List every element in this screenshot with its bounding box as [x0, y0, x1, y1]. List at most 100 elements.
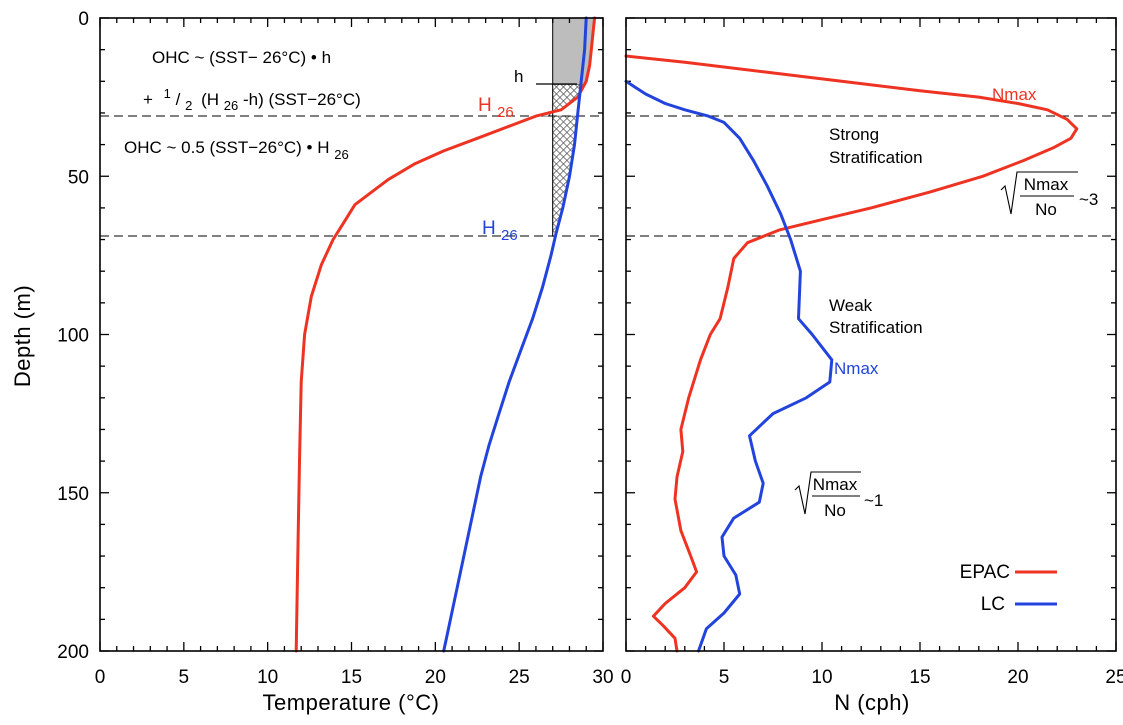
- hatch-line: [535, 84, 585, 237]
- hatch-line: [673, 84, 825, 236]
- hatch-line: [535, 84, 585, 237]
- left-x-tick-labels: 0 5 10 15 20 25 30: [95, 667, 614, 688]
- right-plot-frame: [625, 17, 1117, 652]
- hatch-line: [567, 84, 585, 237]
- hatch-line: [553, 84, 585, 237]
- hatch-line: [645, 84, 797, 236]
- ratio-strong-den: No: [1035, 200, 1057, 219]
- ohc-formula-2: + 1 / 2 (H 26 -h) (SST−26°C): [143, 83, 361, 114]
- x-tick-label: 15: [909, 667, 930, 688]
- ratio-weak: Nmax No ~1: [794, 471, 883, 520]
- ratio-weak-num: Nmax: [813, 475, 858, 494]
- formula2-numerator: 1: [164, 86, 171, 101]
- hatch-line: [560, 84, 585, 237]
- hatch-line: [581, 84, 585, 237]
- hatch-line: [574, 84, 585, 237]
- hatch-line: [535, 84, 585, 237]
- x-tick-label: 5: [179, 667, 190, 688]
- hatch-line: [694, 84, 846, 236]
- series-line-lc: [624, 79, 834, 653]
- hatch-line: [581, 84, 585, 237]
- hatch-line: [535, 84, 546, 237]
- right-x-tick-labels: 0 5 10 15 20 25: [621, 667, 1123, 688]
- ratio-weak-value: ~1: [864, 491, 883, 510]
- weak-label-2: Stratification: [829, 318, 923, 337]
- hatch-line: [589, 84, 741, 236]
- hatch-line: [631, 84, 783, 236]
- hatch-line: [535, 84, 539, 237]
- stratification-panel: 0 5 10 15 20 25 N (cph) Nmax Nmax Strong Stra…: [621, 17, 1123, 715]
- h26-blue-sub: 26: [501, 227, 518, 244]
- y-axis-title: Depth (m): [10, 285, 35, 387]
- x-tick-label: 20: [1007, 667, 1028, 688]
- h26-red-sub: 26: [497, 104, 514, 121]
- hatch-line: [535, 84, 581, 237]
- weak-label-1: Weak: [829, 296, 873, 315]
- hatch-line: [553, 84, 585, 237]
- y-tick-label: 100: [57, 326, 89, 347]
- x-tick-label: 10: [811, 667, 832, 688]
- hatch-line: [535, 84, 546, 237]
- hatch-line: [567, 84, 585, 237]
- h-label: h: [514, 67, 523, 86]
- series-line-epac: [294, 16, 597, 653]
- hatch-lines: [535, 84, 846, 237]
- formula2-plus: +: [143, 90, 153, 109]
- y-tick-label: 150: [57, 484, 89, 505]
- ohc-formula-3: OHC ~ 0.5 (SST−26°C) • H 26: [124, 138, 349, 162]
- legend: EPAC LC: [960, 562, 1057, 615]
- formula2-open: (H: [201, 90, 219, 109]
- x-tick-label: 15: [341, 667, 362, 688]
- x-tick-label: 0: [621, 667, 632, 688]
- series-line-lc: [442, 16, 588, 653]
- nmax-label-blue: Nmax: [834, 359, 879, 378]
- hatch-line: [596, 84, 748, 236]
- y-tick-label: 200: [57, 642, 89, 663]
- strong-label-1: Strong: [829, 125, 879, 144]
- sqrt-sign-weak: [794, 471, 861, 515]
- sqrt-sign-strong: [1000, 171, 1078, 215]
- hatch-line: [659, 84, 811, 236]
- formula2-denominator: 2: [185, 98, 192, 113]
- right-x-axis-title: N (cph): [834, 690, 910, 715]
- series-line-epac: [624, 54, 1079, 653]
- hatch-line: [535, 84, 585, 237]
- ratio-strong-num: Nmax: [1024, 175, 1069, 194]
- hatch-line: [631, 84, 783, 236]
- x-tick-label: 10: [257, 667, 278, 688]
- hatch-line: [574, 84, 585, 237]
- left-curves: [294, 16, 597, 653]
- hatch-line: [535, 84, 539, 237]
- hatch-line: [694, 84, 846, 236]
- ratio-strong: Nmax No ~3: [1000, 171, 1098, 219]
- right-curves: [624, 54, 1079, 653]
- hatch-line: [680, 84, 832, 236]
- hatch-line: [687, 84, 839, 236]
- formula3-main: OHC ~ 0.5 (SST−26°C) • H: [124, 138, 329, 157]
- hatch-line: [666, 84, 818, 236]
- nmax-label-red: Nmax: [992, 85, 1037, 104]
- hatch-line: [638, 84, 790, 236]
- x-tick-label: 20: [425, 667, 446, 688]
- h26-label-blue: H 26: [482, 218, 518, 244]
- hatch-line: [680, 84, 832, 236]
- hatch-line: [610, 84, 762, 236]
- hatch-line: [535, 84, 585, 237]
- hatch-line: [687, 84, 839, 236]
- x-tick-label: 30: [592, 667, 613, 688]
- hatch-line: [535, 84, 585, 237]
- hatch-line: [666, 84, 818, 236]
- left-y-tick-labels: 0 50 100 150 200: [57, 9, 89, 663]
- h26-red-letter: H: [478, 95, 492, 116]
- legend-label-lc: LC: [981, 594, 1005, 615]
- formula2-end: -h) (SST−26°C): [243, 90, 361, 109]
- hatch-line: [535, 84, 585, 237]
- hatch-line: [673, 84, 825, 236]
- hatch-line: [535, 84, 585, 237]
- hatched-region: [535, 18, 846, 237]
- h26-label-red: H 26: [478, 95, 514, 121]
- x-tick-label: 0: [95, 667, 106, 688]
- hatch-line: [617, 84, 769, 236]
